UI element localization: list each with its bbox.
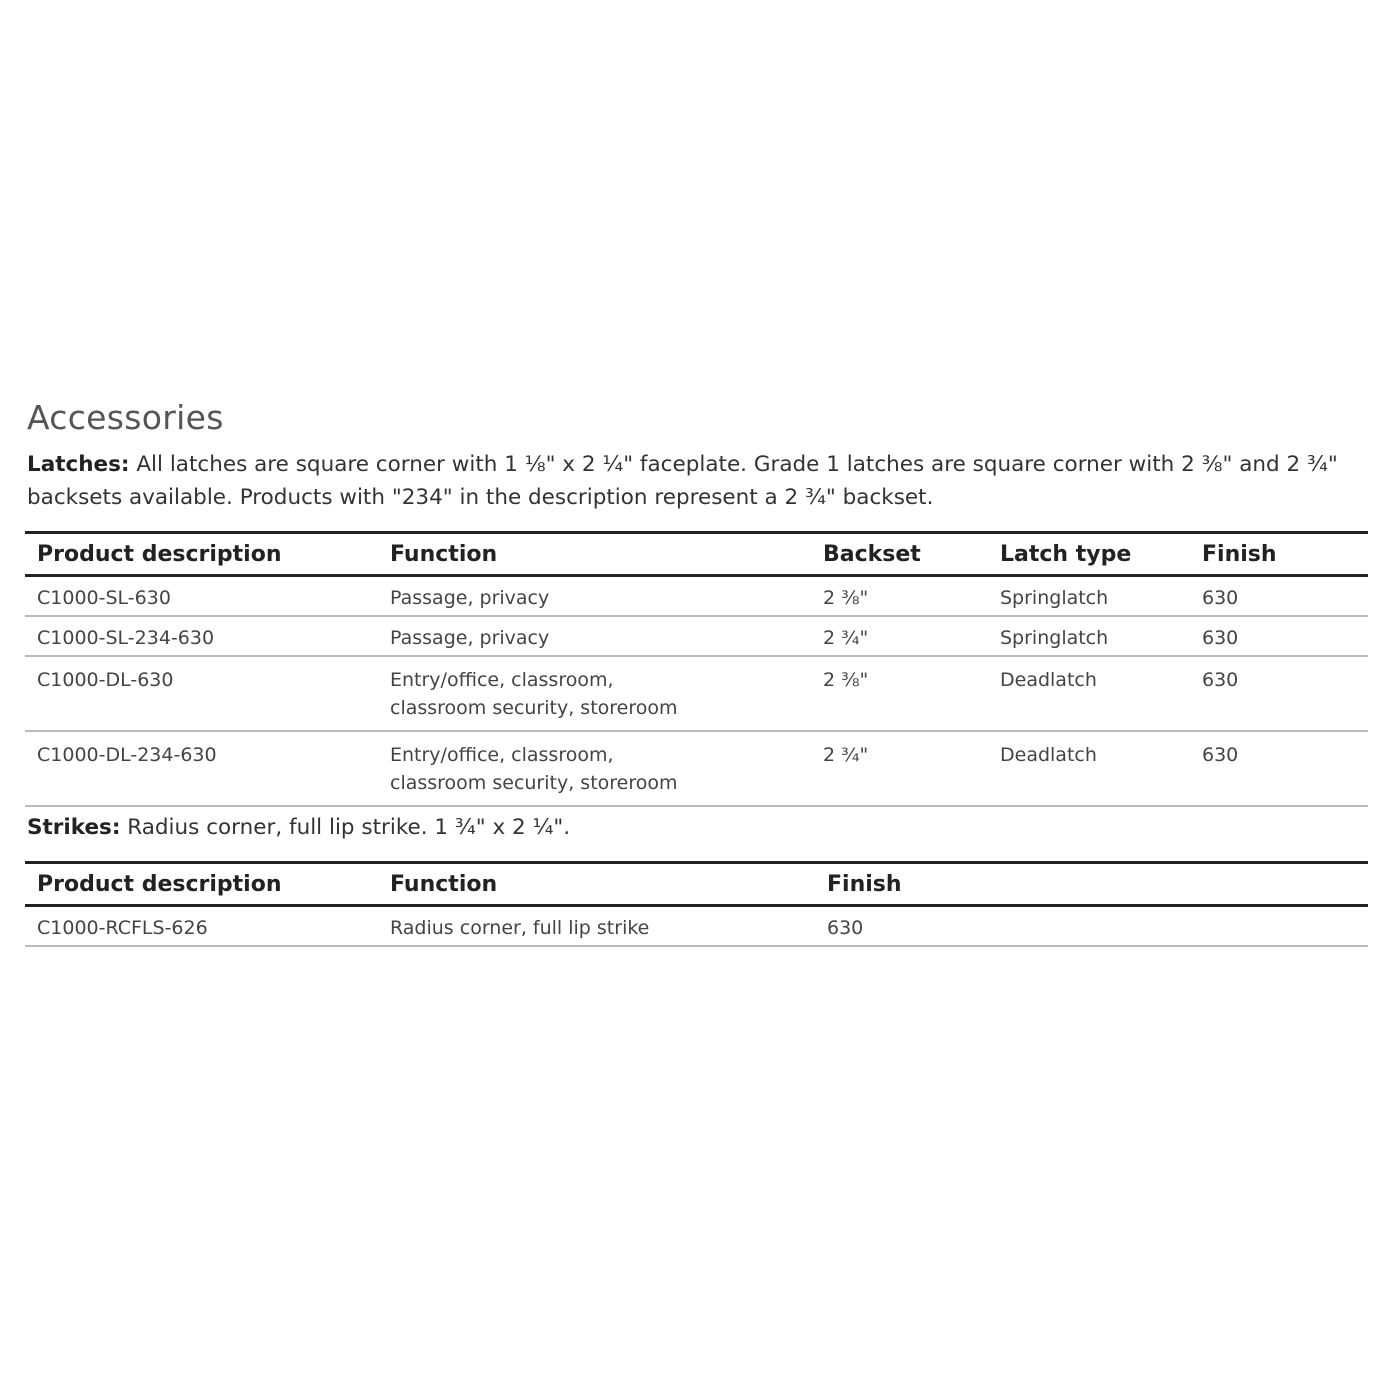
table-header-row: Product description Function Backset Lat… <box>25 531 1368 577</box>
column-header: Finish <box>815 861 1368 907</box>
table-row: C1000-RCFLS-626 Radius corner, full lip s… <box>25 905 1368 947</box>
latches-label: Latches: <box>27 452 130 477</box>
strikes-text: Radius corner, full lip strike. 1 ¾" x 2… <box>120 815 571 840</box>
table-cell: C1000-SL-630 <box>25 575 378 617</box>
table-cell: 630 <box>1190 731 1368 807</box>
table-cell: 2 ¾" <box>811 616 988 657</box>
column-header: Product description <box>25 531 378 577</box>
table-cell: C1000-SL-234-630 <box>25 616 378 657</box>
column-header: Backset <box>811 531 988 577</box>
table-cell: Entry/office, classroom, classroom secur… <box>378 656 811 732</box>
table-cell: Passage, privacy <box>378 616 811 657</box>
table-cell: C1000-DL-234-630 <box>25 731 378 807</box>
strikes-table: Product description Function Finish C100… <box>25 861 1368 947</box>
table-cell: Deadlatch <box>988 656 1190 732</box>
column-header: Function <box>378 531 811 577</box>
table-cell: Springlatch <box>988 575 1190 617</box>
table-cell: 630 <box>1190 616 1368 657</box>
table-header-row: Product description Function Finish <box>25 861 1368 907</box>
table-row: C1000-SL-234-630 Passage, privacy 2 ¾" Spri… <box>25 616 1368 657</box>
column-header: Function <box>378 861 815 907</box>
latches-table: Product description Function Backset Lat… <box>25 531 1368 807</box>
page-title: Accessories <box>27 398 224 438</box>
table-row: C1000-DL-234-630 Entry/office, classroom,… <box>25 731 1368 807</box>
table-cell: Springlatch <box>988 616 1190 657</box>
column-header: Latch type <box>988 531 1190 577</box>
column-header: Product description <box>25 861 378 907</box>
table-cell: 630 <box>1190 575 1368 617</box>
latches-text: All latches are square corner with 1 ⅛" … <box>27 452 1338 510</box>
table-cell: Entry/office, classroom, classroom secur… <box>378 731 811 807</box>
latches-description: Latches: All latches are square corner w… <box>27 448 1372 514</box>
table-cell: C1000-RCFLS-626 <box>25 905 378 947</box>
table-cell: Passage, privacy <box>378 575 811 617</box>
column-header: Finish <box>1190 531 1368 577</box>
table-cell: 2 ⅜" <box>811 656 988 732</box>
strikes-label: Strikes: <box>27 815 121 840</box>
table-row: C1000-DL-630 Entry/office, classroom, cla… <box>25 656 1368 732</box>
table-cell: C1000-DL-630 <box>25 656 378 732</box>
table-cell: Deadlatch <box>988 731 1190 807</box>
strikes-description: Strikes: Radius corner, full lip strike.… <box>27 811 1372 844</box>
table-cell: 630 <box>815 905 1368 947</box>
table-cell: 630 <box>1190 656 1368 732</box>
table-cell: Radius corner, full lip strike <box>378 905 815 947</box>
table-cell: 2 ¾" <box>811 731 988 807</box>
table-row: C1000-SL-630 Passage, privacy 2 ⅜" Springla… <box>25 575 1368 617</box>
table-cell: 2 ⅜" <box>811 575 988 617</box>
